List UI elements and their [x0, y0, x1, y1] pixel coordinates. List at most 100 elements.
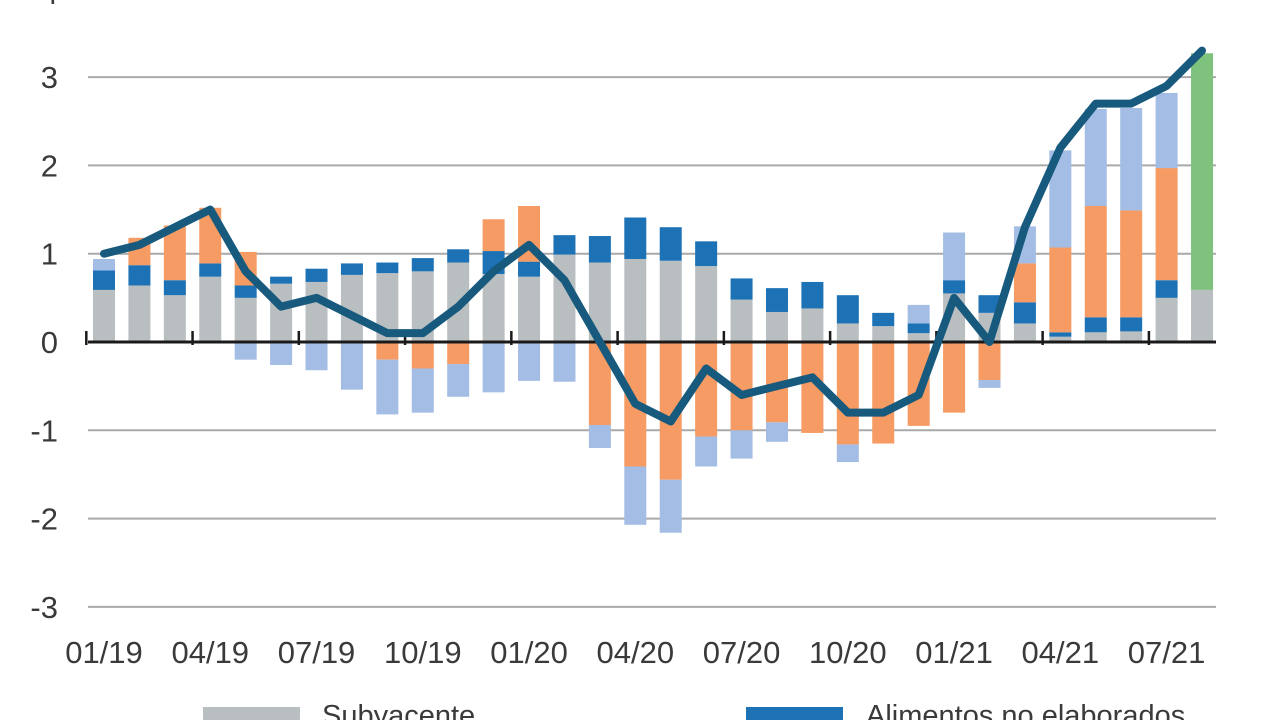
bar-segment-orange-09/20 — [801, 342, 824, 433]
bar-segment-light-blue-04/21 — [1049, 150, 1072, 248]
x-tick-label: 07/20 — [703, 635, 781, 670]
bar-segment-light-blue-12/20 — [907, 304, 930, 324]
bar-segment-orange-10/20 — [836, 342, 859, 445]
y-tick-label: -1 — [30, 413, 58, 448]
bar-segment-Alimentos no elaborados-09/19 — [376, 262, 399, 274]
bar-segment-orange-12/19 — [482, 219, 505, 252]
bar-segment-Subyacente-06/20 — [695, 266, 718, 342]
x-tick-label: 04/19 — [171, 635, 249, 670]
bar-segment-Alimentos no elaborados-01/19 — [93, 270, 115, 290]
bar-segment-orange-07/21 — [1155, 168, 1178, 281]
y-tick-label: 0 — [41, 325, 58, 360]
bar-segment-Alimentos no elaborados-01/20 — [518, 261, 541, 277]
bar-segment-Subyacente-11/20 — [872, 326, 895, 342]
bar-segment-Subyacente-09/20 — [801, 308, 824, 342]
bar-segment-orange-06/20 — [695, 342, 718, 437]
bar-segment-light-blue-04/20 — [624, 466, 647, 525]
bar-segment-Alimentos no elaborados-07/21 — [1155, 280, 1178, 298]
legend-swatch-subyacente — [203, 707, 300, 720]
legend-label-subyacente: Subyacente — [322, 700, 476, 720]
x-tick-label: 01/19 — [65, 635, 143, 670]
bar-segment-orange-03/20 — [588, 342, 611, 426]
bar-segment-Subyacente-05/20 — [659, 260, 682, 342]
y-tick-label: -2 — [30, 502, 58, 537]
bar-segment-Subyacente-06/21 — [1120, 331, 1143, 342]
bar-segment-orange-07/20 — [730, 342, 753, 431]
bar-segment-Subyacente-07/21 — [1155, 297, 1178, 342]
y-tick-label: 1 — [41, 237, 58, 272]
bar-segment-Alimentos no elaborados-05/20 — [659, 227, 682, 261]
bar-segment-orange-10/19 — [411, 342, 434, 369]
bar-segment-Alimentos no elaborados-06/19 — [270, 276, 293, 284]
bar-segment-light-blue-09/19 — [376, 359, 399, 415]
x-tick-label: 10/20 — [809, 635, 887, 670]
y-tick-label: 3 — [41, 60, 58, 95]
legend-swatch-alimentos-no-elaborados — [746, 707, 843, 720]
bar-segment-Alimentos no elaborados-03/20 — [588, 236, 611, 263]
bar-segment-Alimentos no elaborados-11/19 — [447, 249, 470, 263]
bar-segment-light-blue-02/20 — [553, 342, 576, 382]
gridlines — [88, 76, 1216, 608]
bar-segment-light-blue-07/20 — [730, 430, 753, 459]
bar-segment-Alimentos no elaborados-06/20 — [695, 241, 718, 267]
bar-segment-light-blue-10/19 — [411, 368, 434, 413]
headline-inflation-line — [100, 46, 1207, 426]
y-tick-label-partial: 4 — [41, 0, 58, 11]
bar-segment-Subyacente-12/19 — [482, 274, 505, 342]
bar-segment-Subyacente-03/19 — [163, 295, 186, 342]
bar-segment-Alimentos no elaborados-05/19 — [234, 285, 257, 298]
bar-segment-Alimentos no elaborados-11/20 — [872, 312, 895, 327]
bar-segment-Alimentos no elaborados-04/21 — [1049, 332, 1072, 337]
bar-segment-Alimentos no elaborados-07/19 — [305, 268, 328, 282]
bar-segment-Subyacente-10/20 — [836, 323, 859, 342]
bar-segment-light-blue-07/19 — [305, 342, 328, 371]
x-axis-labels: 01/19 04/19 07/19 10/19 01/20 04/20 07/20 10/20… — [65, 635, 1205, 670]
bar-segment-Alimentos no elaborados-02/20 — [553, 235, 576, 255]
bar-segment-orange-03/19 — [163, 225, 186, 281]
y-tick-label: 2 — [41, 148, 58, 183]
bar-segment-Alimentos no elaborados-02/19 — [128, 265, 151, 286]
bar-segment-light-blue-07/21 — [1155, 92, 1178, 169]
bar-segment-orange-06/21 — [1120, 210, 1143, 318]
bar-segment-orange-02/21 — [978, 342, 1001, 380]
bar-segment-Alimentos no elaborados-10/19 — [411, 258, 434, 272]
bar-segment-Subyacente-03/20 — [588, 262, 611, 342]
bar-segment-light-blue-01/20 — [518, 342, 541, 381]
bar-segment-Subyacente-04/19 — [199, 276, 222, 342]
zero-axis-and-ticks — [85, 331, 1216, 345]
bar-segment-light-blue-12/19 — [482, 342, 505, 393]
bar-segment-light-blue-01/19 — [93, 258, 115, 271]
bar-segment-light-blue-05/20 — [659, 479, 682, 533]
bar-segment-orange-04/21 — [1049, 247, 1072, 333]
bar-segment-light-blue-06/21 — [1120, 108, 1143, 211]
bar-segment-Subyacente-12/20 — [907, 333, 930, 342]
bar-segment-Subyacente-08/21 — [1191, 289, 1214, 342]
bar-segment-light-blue-06/19 — [270, 342, 293, 365]
bar-segment-light-blue-06/20 — [695, 436, 718, 467]
bar-segment-Subyacente-03/21 — [1013, 323, 1036, 342]
x-tick-label: 07/19 — [278, 635, 356, 670]
bar-segment-Alimentos no elaborados-10/20 — [836, 295, 859, 324]
bar-segment-Alimentos no elaborados-06/21 — [1120, 317, 1143, 332]
bar-segment-Subyacente-06/19 — [270, 283, 293, 342]
x-tick-label: 04/20 — [597, 635, 675, 670]
bar-segment-orange-05/21 — [1084, 206, 1107, 318]
bar-segment-orange-03/21 — [1013, 263, 1036, 303]
bar-segment-green-08/21 — [1191, 53, 1214, 290]
headline-line — [100, 46, 1207, 426]
bar-segment-orange-11/20 — [872, 342, 895, 444]
bar-segment-Subyacente-01/19 — [93, 289, 115, 342]
bar-segment-Subyacente-05/21 — [1084, 332, 1107, 342]
x-tick-label: 01/20 — [490, 635, 568, 670]
bar-segment-Alimentos no elaborados-01/21 — [943, 280, 966, 294]
bar-segment-Alimentos no elaborados-07/20 — [730, 278, 753, 300]
bar-segment-orange-05/20 — [659, 342, 682, 480]
bar-segment-Alimentos no elaborados-09/20 — [801, 281, 824, 309]
bar-segment-light-blue-08/19 — [340, 342, 363, 390]
stacked-bars — [93, 53, 1214, 533]
x-tick-label: 04/21 — [1022, 635, 1100, 670]
bar-segment-Alimentos no elaborados-03/19 — [163, 280, 186, 296]
bar-segment-Subyacente-01/20 — [518, 276, 541, 342]
